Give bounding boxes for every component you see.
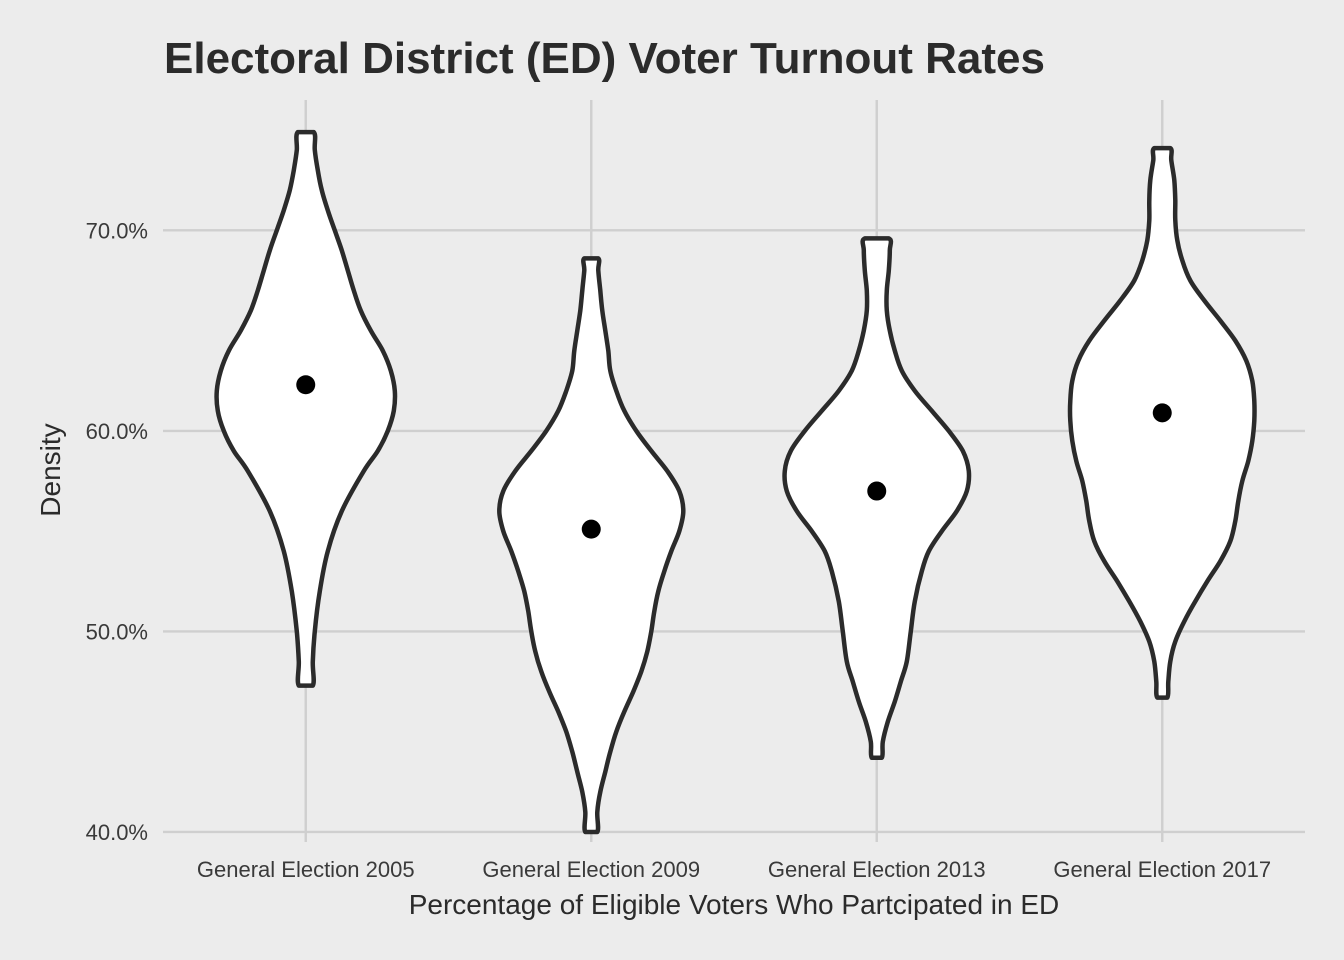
x-tick-label: General Election 2005 xyxy=(197,857,415,882)
summary-point xyxy=(1152,403,1172,423)
y-axis-title: Density xyxy=(35,423,66,516)
y-tick-label: 50.0% xyxy=(86,619,148,644)
x-tick-label: General Election 2013 xyxy=(768,857,986,882)
x-tick-label: General Election 2017 xyxy=(1053,857,1271,882)
summary-point xyxy=(581,519,601,539)
x-tick-label: General Election 2009 xyxy=(482,857,700,882)
violin-general-election-2005 xyxy=(214,129,398,688)
y-tick-label: 40.0% xyxy=(86,820,148,845)
y-tick-label: 70.0% xyxy=(86,218,148,243)
summary-point xyxy=(867,481,887,501)
violin-general-election-2009 xyxy=(497,256,686,835)
tick-labels: 40.0% 50.0% 60.0% 70.0% General Election 200… xyxy=(86,218,1271,882)
chart-title: Electoral District (ED) Voter Turnout Ra… xyxy=(164,34,1045,83)
y-tick-label: 60.0% xyxy=(86,419,148,444)
summary-point xyxy=(296,375,316,395)
x-axis-title: Percentage of Eligible Voters Who Partci… xyxy=(409,889,1060,920)
violin-general-election-2017 xyxy=(1067,145,1257,700)
violins xyxy=(214,129,1257,835)
